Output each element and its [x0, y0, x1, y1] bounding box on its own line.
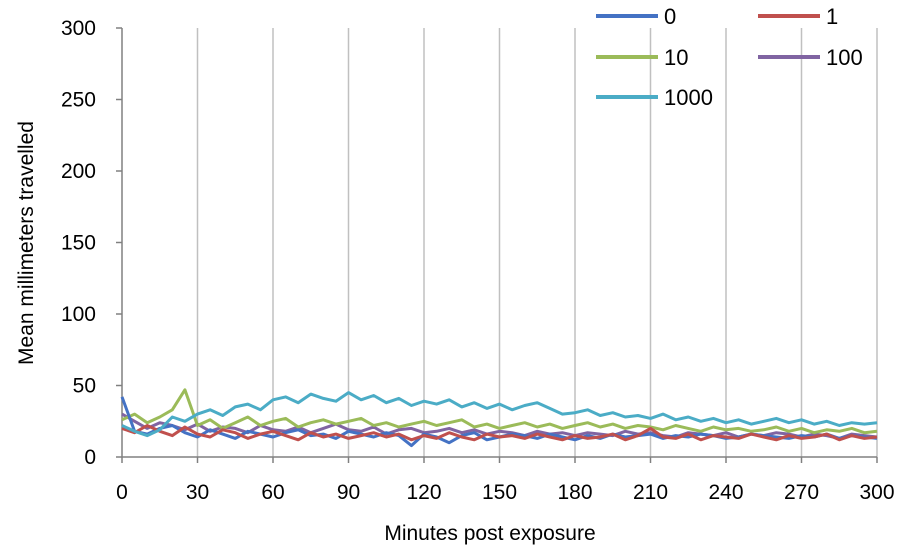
y-axis-title: Mean millimeters travelled [15, 121, 38, 365]
x-axis-title: Minutes post exposure [384, 522, 595, 545]
x-tick-label: 0 [116, 481, 128, 504]
legend: 0 1 10 100 1000 [596, 4, 863, 110]
legend-label-100: 100 [826, 45, 863, 70]
axes [116, 27, 878, 463]
y-tick-label: 300 [61, 17, 96, 40]
x-tick-labels: 0 30 60 90 120 150 180 210 240 270 300 [116, 481, 894, 504]
x-tick-label: 240 [708, 481, 743, 504]
x-tick-label: 30 [186, 481, 209, 504]
y-tick-label: 200 [61, 160, 96, 183]
legend-label-1000: 1000 [664, 85, 713, 110]
series-line-10 [121, 388, 878, 435]
x-tick-label: 120 [406, 481, 441, 504]
x-tick-label: 270 [784, 481, 819, 504]
legend-label-0: 0 [664, 4, 676, 29]
series-line-1000 [121, 391, 878, 438]
y-tick-label: 250 [61, 89, 96, 112]
y-tick-label: 0 [84, 446, 96, 469]
series-line-1 [121, 424, 878, 442]
x-tick-label: 300 [859, 481, 894, 504]
x-tick-label: 60 [261, 481, 284, 504]
vertical-gridlines [196, 28, 878, 457]
x-tick-label: 150 [482, 481, 517, 504]
y-tick-label: 100 [61, 303, 96, 326]
legend-label-10: 10 [664, 45, 688, 70]
series-lines [120, 388, 878, 448]
x-tick-label: 180 [557, 481, 592, 504]
y-tick-label: 50 [73, 375, 96, 398]
y-tick-label: 150 [61, 232, 96, 255]
legend-label-1: 1 [826, 4, 838, 29]
x-tick-label: 90 [337, 481, 360, 504]
x-tick-label: 210 [633, 481, 668, 504]
y-tick-labels: 0 50 100 150 200 250 300 [61, 17, 96, 469]
